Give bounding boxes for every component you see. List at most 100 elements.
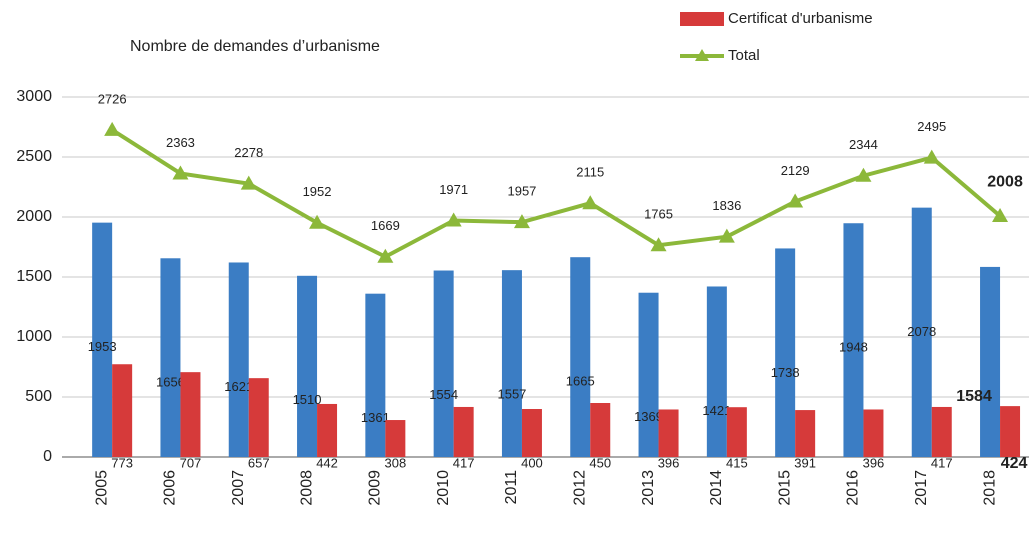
data-label: 1665: [566, 374, 595, 389]
bar: [180, 372, 201, 457]
bar: [365, 293, 386, 457]
data-label: 396: [658, 455, 680, 470]
data-label: 417: [453, 455, 475, 470]
bar: [92, 222, 113, 457]
bar: [931, 406, 952, 457]
marker: [445, 212, 462, 227]
data-label: 1369: [634, 409, 663, 424]
marker: [582, 195, 599, 210]
bar: [248, 378, 269, 457]
data-label: 1584: [956, 388, 992, 405]
marker: [172, 165, 189, 180]
data-label: 2129: [781, 163, 810, 178]
bar: [112, 364, 133, 457]
data-label: 1669: [371, 218, 400, 233]
bar: [658, 409, 679, 457]
bar: [160, 258, 181, 457]
x-tick-label: 2014: [708, 470, 725, 506]
marker: [855, 167, 872, 182]
data-label: 1948: [839, 340, 868, 355]
bar: [453, 406, 474, 457]
line: [111, 128, 1002, 259]
data-label: 424: [1001, 455, 1028, 472]
chart-title: Nombre de demandes d’urbanisme: [130, 38, 380, 55]
bar: [570, 257, 591, 457]
marker: [923, 149, 940, 164]
x-tick-label: 2012: [571, 470, 588, 506]
bar: [863, 409, 884, 457]
x-tick-label: 2011: [503, 470, 520, 505]
y-tick-label: 1000: [16, 328, 52, 345]
data-label: 2008: [987, 173, 1023, 190]
x-tick-label: 2013: [640, 470, 657, 506]
data-label: 2363: [166, 135, 195, 150]
x-tick-label: 2008: [298, 470, 315, 506]
marker: [650, 237, 667, 252]
data-label: 1765: [644, 207, 673, 222]
data-label: 707: [180, 455, 202, 470]
data-label: 391: [794, 455, 816, 470]
y-tick-label: 2000: [16, 208, 52, 225]
y-tick-label: 2500: [16, 148, 52, 165]
bar: [385, 420, 406, 457]
bar: [1000, 406, 1021, 457]
x-tick-label: 2006: [162, 470, 179, 506]
marker: [104, 121, 121, 136]
bar: [590, 403, 611, 457]
x-tick-label: 2007: [230, 470, 247, 506]
bar: [795, 410, 816, 457]
data-label: 1421: [702, 403, 731, 418]
data-label: 396: [863, 455, 885, 470]
data-label: 1621: [224, 379, 253, 394]
data-label: 1971: [439, 182, 468, 197]
bar: [775, 248, 796, 457]
data-label: 450: [589, 455, 611, 470]
data-label: 1953: [88, 339, 117, 354]
data-label: 1957: [507, 184, 536, 199]
x-tick-label: 2005: [93, 470, 110, 506]
data-label: 442: [316, 455, 338, 470]
x-tick-label: 2016: [845, 470, 862, 506]
bar: [843, 223, 864, 457]
data-label: 2344: [849, 137, 878, 152]
data-label: 1738: [771, 365, 800, 380]
marker: [309, 214, 326, 229]
bar: [980, 266, 1001, 457]
data-label: 1656: [156, 375, 185, 390]
bar: [521, 409, 542, 457]
x-tick-label: 2010: [435, 470, 452, 506]
data-label: 2726: [98, 91, 127, 106]
x-tick-label: 2017: [913, 470, 930, 506]
legend-label: Certificat d'urbanisme: [728, 10, 873, 27]
bar: [228, 262, 249, 457]
bar: [726, 407, 747, 457]
data-label: 1361: [361, 410, 390, 425]
bar: [433, 270, 454, 457]
legend-label: Total: [728, 47, 760, 64]
marker: [718, 228, 735, 243]
bar: [638, 292, 659, 457]
y-tick-label: 500: [25, 388, 52, 405]
marker: [787, 193, 804, 208]
data-label: 1510: [293, 392, 322, 407]
data-label: 657: [248, 455, 270, 470]
data-label: 308: [384, 455, 406, 470]
data-label: 417: [931, 455, 953, 470]
y-tick-label: 0: [43, 448, 52, 465]
legend-swatch: [680, 12, 724, 26]
data-label: 2078: [907, 324, 936, 339]
bar: [501, 270, 522, 457]
x-tick-label: 2009: [367, 470, 384, 506]
data-label: 1554: [429, 387, 458, 402]
y-tick-label: 1500: [16, 268, 52, 285]
data-label: 2115: [576, 165, 604, 180]
bar: [297, 275, 318, 457]
data-label: 1952: [303, 184, 332, 199]
bar: [911, 207, 932, 457]
data-label: 415: [726, 455, 748, 470]
x-tick-label: 2018: [981, 470, 998, 506]
marker: [377, 248, 394, 263]
data-label: 773: [111, 455, 133, 470]
data-label: 400: [521, 455, 543, 470]
